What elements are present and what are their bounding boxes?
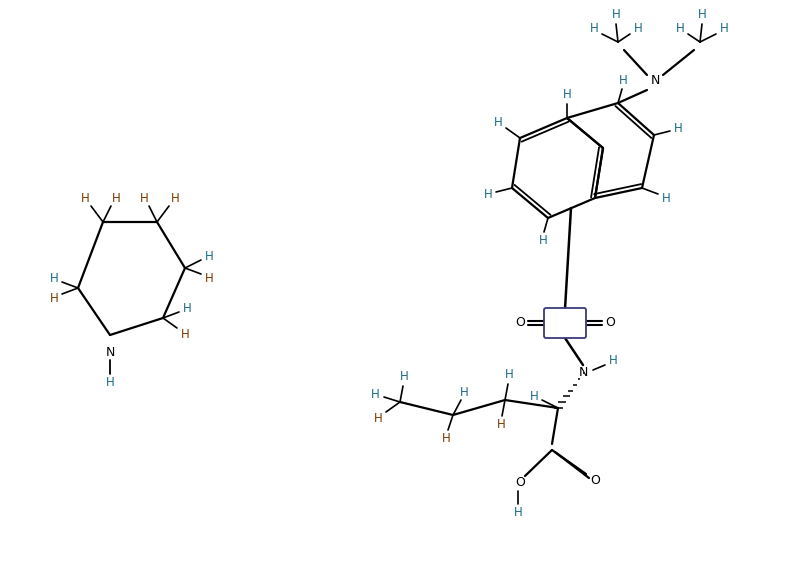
- Text: O: O: [515, 475, 525, 489]
- Text: H: H: [205, 249, 213, 263]
- Text: H: H: [674, 122, 682, 136]
- Text: N: N: [578, 366, 588, 380]
- Text: H: H: [112, 192, 121, 204]
- Text: H: H: [183, 302, 192, 314]
- Text: H: H: [494, 115, 503, 129]
- Text: H: H: [50, 272, 58, 284]
- Text: H: H: [105, 376, 114, 388]
- Text: H: H: [611, 9, 620, 21]
- Text: N: N: [105, 346, 115, 358]
- Text: H: H: [442, 433, 451, 445]
- Text: O: O: [590, 474, 600, 486]
- Text: H: H: [171, 192, 179, 204]
- Text: H: H: [618, 73, 627, 87]
- Text: N: N: [650, 73, 660, 87]
- Text: H: H: [50, 291, 58, 305]
- Text: H: H: [483, 189, 492, 201]
- FancyBboxPatch shape: [544, 308, 586, 338]
- Text: H: H: [459, 385, 468, 399]
- Text: H: H: [562, 88, 571, 102]
- Text: H: H: [497, 418, 506, 432]
- Text: H: H: [400, 370, 408, 384]
- Text: H: H: [514, 507, 523, 519]
- Text: H: H: [634, 23, 642, 36]
- Text: H: H: [81, 192, 89, 204]
- Text: H: H: [505, 369, 514, 381]
- Text: H: H: [698, 9, 706, 21]
- Text: H: H: [371, 388, 380, 400]
- Text: H: H: [530, 389, 539, 403]
- Text: H: H: [720, 23, 729, 36]
- Text: O: O: [515, 317, 525, 329]
- Text: O: O: [605, 317, 615, 329]
- Text: H: H: [205, 272, 213, 284]
- Text: H: H: [590, 23, 598, 36]
- Text: As: As: [558, 317, 572, 329]
- Text: H: H: [676, 23, 685, 36]
- Text: H: H: [662, 192, 670, 204]
- Text: H: H: [609, 354, 618, 368]
- Text: H: H: [140, 192, 149, 204]
- Text: H: H: [539, 234, 547, 248]
- Text: H: H: [374, 411, 383, 425]
- Text: H: H: [181, 328, 189, 340]
